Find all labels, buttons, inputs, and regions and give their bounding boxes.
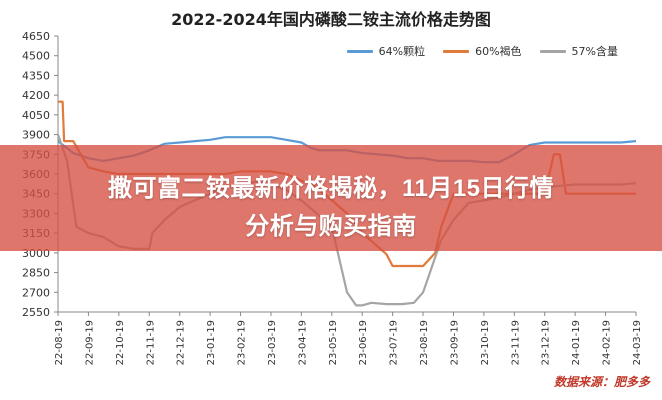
- legend-item-57: 57%含量: [539, 43, 618, 59]
- headline-banner: [0, 145, 662, 251]
- legend-label-57: 57%含量: [571, 45, 618, 58]
- chart-title: 2022-2024年国内磷酸二铵主流价格走势图: [171, 10, 491, 29]
- y-tick-label: 2850: [22, 267, 50, 280]
- x-tick-label: 23-05-19: [328, 320, 339, 365]
- x-tick-label: 23-01-19: [206, 320, 217, 365]
- x-tick-label: 23-11-19: [510, 320, 521, 365]
- x-tick-label: 22-08-19: [54, 320, 65, 365]
- legend-swatch-64: [346, 49, 373, 53]
- x-tick-label: 24-03-19: [632, 320, 643, 365]
- x-tick-label: 22-11-19: [145, 320, 156, 365]
- x-tick-label: 24-02-19: [602, 320, 613, 365]
- x-tick-label: 23-02-19: [237, 320, 248, 365]
- y-tick-label: 3900: [22, 129, 50, 142]
- x-tick-label: 22-12-19: [176, 320, 187, 365]
- x-tick-label: 23-10-19: [480, 320, 491, 365]
- x-tick-label: 22-10-19: [115, 320, 126, 365]
- x-tick-label: 23-08-19: [419, 320, 430, 365]
- x-tick-label: 22-09-19: [84, 320, 95, 365]
- legend-item-64: 64%颗粒: [346, 43, 426, 59]
- x-tick-label: 24-01-19: [571, 320, 582, 365]
- y-tick-label: 4200: [22, 89, 50, 102]
- x-tick-label: 23-12-19: [541, 320, 552, 365]
- y-tick-label: 4050: [22, 109, 50, 122]
- headline-line-1: 撒可富二铵最新价格揭秘，11月15日行情: [107, 175, 555, 202]
- chart-legend: 64%颗粒 60%褐色 57%含量: [346, 43, 618, 59]
- legend-item-60: 60%褐色: [443, 43, 522, 59]
- legend-label-64: 64%颗粒: [378, 45, 426, 58]
- y-tick-label: 4500: [22, 50, 50, 63]
- y-tick-label: 4650: [22, 30, 50, 43]
- y-tick-label: 2700: [22, 286, 50, 299]
- x-tick-label: 23-06-19: [358, 320, 369, 365]
- y-tick-label: 4350: [22, 69, 50, 82]
- x-tick-label: 23-09-19: [449, 320, 460, 365]
- x-tick-label: 23-07-19: [389, 320, 400, 365]
- legend-swatch-57: [539, 49, 566, 53]
- legend-swatch-60: [443, 49, 470, 53]
- data-source-note: 数据来源：肥多多: [553, 375, 650, 389]
- x-tick-label: 23-04-19: [297, 320, 308, 365]
- x-tick-label: 23-03-19: [267, 320, 278, 365]
- y-tick-label: 2550: [22, 306, 50, 319]
- headline-line-2: 分析与购买指南: [245, 213, 417, 240]
- legend-label-60: 60%褐色: [475, 45, 522, 58]
